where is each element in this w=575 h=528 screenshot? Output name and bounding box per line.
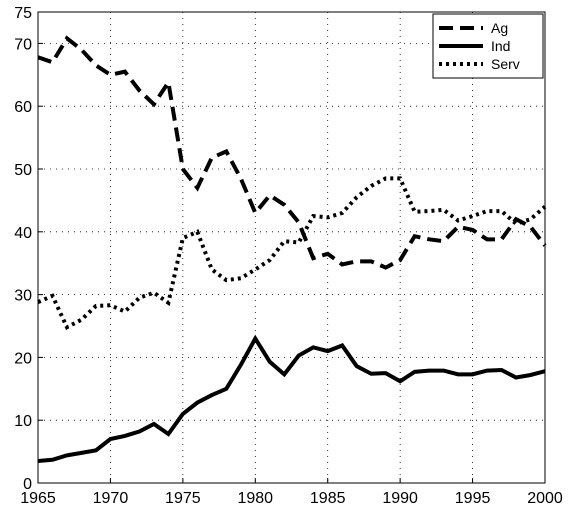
plot-frame — [37, 11, 546, 484]
y-tick-label: 40 — [14, 225, 32, 242]
series-line — [37, 35, 547, 270]
y-tick-label: 50 — [14, 162, 32, 179]
legend-label: Ag — [491, 20, 508, 36]
series-line — [37, 334, 546, 464]
x-tick-label: 1995 — [455, 490, 491, 507]
y-tick-label: 70 — [14, 36, 32, 53]
y-tick-label: 75 — [14, 5, 32, 22]
y-tick-label: 10 — [14, 413, 32, 430]
x-tick-label: 1985 — [310, 490, 346, 507]
x-tick-label: 1975 — [165, 490, 201, 507]
y-tick-label: 0 — [23, 476, 32, 493]
y-tick-label: 30 — [14, 288, 32, 305]
legend-label: Serv — [491, 56, 520, 72]
legend-label: Ind — [491, 38, 510, 54]
x-tick-label: 1970 — [93, 490, 129, 507]
x-tick-label: 1965 — [20, 490, 56, 507]
y-tick-label: 60 — [14, 99, 32, 116]
x-tick-label: 1980 — [237, 490, 273, 507]
x-tick-label: 1990 — [382, 490, 418, 507]
y-tick-label: 20 — [14, 350, 32, 367]
x-tick-label: 2000 — [527, 490, 563, 507]
series-line — [37, 176, 547, 330]
